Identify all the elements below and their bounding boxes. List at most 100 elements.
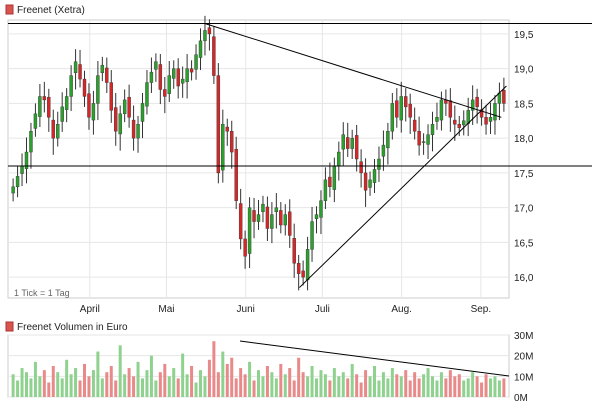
volume-bar xyxy=(422,374,426,397)
candle-body xyxy=(194,54,198,70)
candle-body xyxy=(283,214,287,226)
volume-bar xyxy=(480,382,484,397)
volume-bar xyxy=(435,380,439,397)
candle-body xyxy=(136,124,140,139)
tick-note: 1 Tick = 1 Tag xyxy=(14,288,70,298)
candle-body xyxy=(426,134,430,145)
volume-bar xyxy=(158,372,162,397)
candle-body xyxy=(421,141,426,143)
trendline xyxy=(204,22,502,118)
candle-body xyxy=(91,103,96,121)
trendline xyxy=(299,85,507,288)
volume-bar xyxy=(230,357,234,397)
volume-bar xyxy=(145,370,149,397)
candle-body xyxy=(212,36,216,76)
volume-legend-label: Freenet Volumen in Euro xyxy=(17,322,128,333)
volume-bar xyxy=(51,366,55,397)
volume-bars xyxy=(11,341,506,397)
candle-body xyxy=(64,96,69,110)
volume-bar xyxy=(198,370,202,397)
volume-bar xyxy=(185,374,189,397)
volume-y-tick-label: 20M xyxy=(514,352,533,363)
volume-bar xyxy=(426,368,430,397)
volume-bar xyxy=(47,382,51,397)
volume-bar xyxy=(105,372,109,397)
volume-bar xyxy=(364,370,368,397)
volume-bar xyxy=(261,376,265,397)
volume-bar xyxy=(355,374,359,397)
volume-bar xyxy=(257,370,260,397)
volume-bar xyxy=(123,374,127,397)
candle-body xyxy=(462,120,466,126)
candle-body xyxy=(11,186,15,194)
candle-body xyxy=(230,130,234,153)
volume-bar xyxy=(386,378,390,397)
price-legend-label: Freenet (Xetra) xyxy=(17,5,85,16)
volume-bar xyxy=(265,366,269,397)
volume-bar xyxy=(207,359,211,397)
candle-body xyxy=(69,75,73,97)
volume-bar xyxy=(306,376,310,397)
volume-bar xyxy=(38,376,42,397)
candle-body xyxy=(234,149,238,201)
volume-bar xyxy=(172,368,176,397)
candle-body xyxy=(439,99,444,121)
candle-body xyxy=(457,124,461,128)
candle-body xyxy=(310,221,314,250)
candle-body xyxy=(488,117,493,122)
candle-body xyxy=(359,161,363,174)
volume-bar xyxy=(497,380,501,397)
price-levels xyxy=(8,22,592,288)
volume-bar xyxy=(234,378,238,397)
volume-bar xyxy=(181,353,185,397)
volume-bar xyxy=(225,363,229,397)
price-y-tick-label: 19,0 xyxy=(514,65,534,76)
volume-bar xyxy=(118,345,122,397)
candle-body xyxy=(372,169,377,183)
candle-body xyxy=(29,130,33,153)
candle-body xyxy=(319,200,323,218)
candle-body xyxy=(470,99,475,111)
candle-body xyxy=(78,64,82,80)
candle-body xyxy=(56,124,60,139)
volume-bar xyxy=(29,378,33,397)
volume-bar xyxy=(471,372,475,397)
volume-bar xyxy=(431,376,435,397)
candle-body xyxy=(274,207,279,213)
volume-bar xyxy=(373,366,377,397)
volume-legend-swatch xyxy=(5,321,14,332)
candle-body xyxy=(238,203,243,240)
volume-bar xyxy=(462,380,466,397)
price-y-tick-label: 19,5 xyxy=(514,30,534,41)
candle-body xyxy=(189,68,194,73)
candle-body xyxy=(163,89,167,97)
volume-y-tick-label: 0M xyxy=(514,393,528,404)
candle-body xyxy=(395,100,399,118)
volume-bar xyxy=(65,359,69,397)
candle-body xyxy=(368,179,372,188)
volume-bar xyxy=(248,361,252,397)
volume-bar xyxy=(216,372,220,397)
volume-bar xyxy=(484,374,488,397)
volume-bar xyxy=(297,357,301,397)
candle-body xyxy=(118,113,122,135)
volume-bar xyxy=(448,370,452,397)
volume-bar xyxy=(42,370,46,397)
volume-bar xyxy=(243,374,247,397)
candle-body xyxy=(127,96,131,118)
volume-bar xyxy=(11,374,15,397)
volume-bar xyxy=(310,366,314,397)
volume-bar xyxy=(288,368,292,397)
volume-bar xyxy=(194,382,198,397)
volume-bar xyxy=(154,380,158,397)
candle-body xyxy=(270,214,274,229)
candle-body xyxy=(296,263,301,274)
candle-body xyxy=(247,207,252,254)
candle-body xyxy=(404,96,408,108)
price-x-tick-label: Mai xyxy=(158,304,174,315)
price-x-tick-label: Juli xyxy=(315,304,330,315)
candle-body xyxy=(399,96,403,121)
candle-body xyxy=(493,103,497,121)
candle-body xyxy=(154,61,158,70)
